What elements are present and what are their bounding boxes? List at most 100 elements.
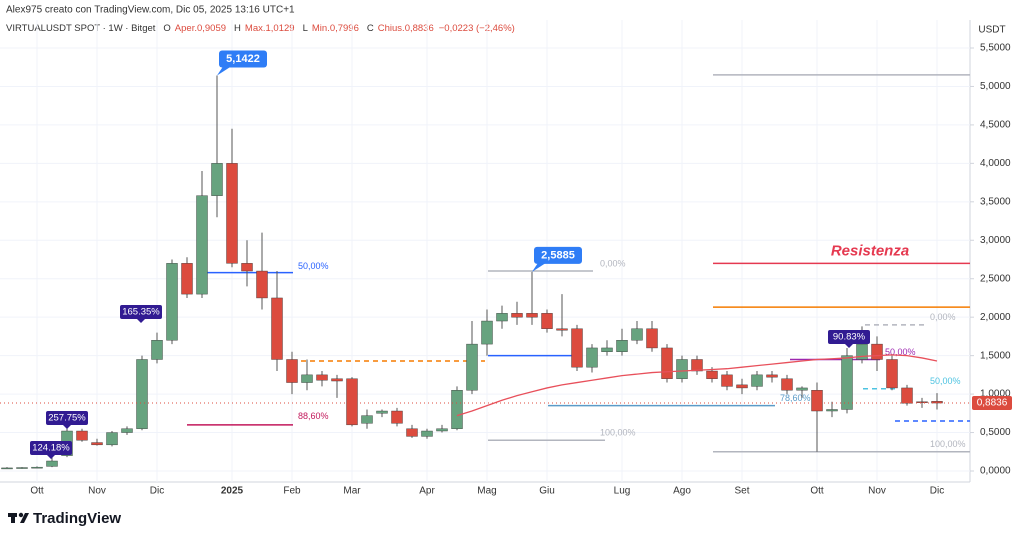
candle-body (721, 374, 733, 387)
last-price-label: 0,8836 (977, 398, 1008, 409)
level-label: 50,00% (885, 347, 916, 357)
ohlc-key: H (234, 23, 241, 34)
candle-body (466, 343, 478, 391)
badge-box (30, 441, 72, 455)
y-tick-label: 3,0000 (980, 235, 1011, 246)
x-tick-label: Dic (150, 486, 164, 497)
candle-body (796, 387, 808, 391)
candle-body (631, 328, 643, 341)
level-label: 50,00% (298, 261, 329, 271)
change: −0,0223 (−2,46%) (439, 23, 515, 34)
ohlc-value: Chius.0,8836 (378, 23, 434, 34)
candle-body (241, 263, 253, 272)
y-tick-label: 5,5000 (980, 43, 1011, 54)
candle-body (616, 340, 628, 352)
x-tick-label: Apr (419, 486, 435, 497)
level-label: 88,60% (298, 411, 329, 421)
x-tick-label: Nov (868, 486, 886, 497)
candle-body (901, 387, 913, 404)
candle-body (676, 359, 688, 379)
callout-pointer (532, 262, 546, 272)
callout-box (534, 246, 582, 264)
candle-body (916, 401, 928, 403)
candle-body (31, 466, 43, 469)
last-price-box (972, 396, 1012, 411)
candle-body (166, 263, 178, 341)
candle-body (181, 263, 193, 295)
x-tick-label: Set (734, 486, 749, 497)
candle-body (541, 313, 553, 329)
callout-pointer (217, 66, 231, 76)
y-tick-label: 2,5000 (980, 273, 1011, 284)
candle-body (361, 415, 373, 424)
candle-body (331, 378, 343, 382)
badge-pointer (47, 455, 55, 459)
candle-body (256, 270, 268, 299)
x-tick-label: Nov (88, 486, 106, 497)
y-tick-label: 1,0000 (980, 389, 1011, 400)
candle-body (781, 378, 793, 391)
candle-body (856, 343, 868, 360)
candle-body (226, 163, 238, 264)
credit: Alex975 creato con TradingView.com, Dic … (6, 5, 295, 16)
candle-body (271, 297, 283, 360)
y-tick-label: 5,0000 (980, 81, 1011, 92)
y-tick-label: 3,5000 (980, 196, 1011, 207)
x-tick-label: 2025 (221, 486, 244, 497)
callout-box (219, 50, 267, 68)
candle-body (871, 343, 883, 360)
x-tick-label: Ott (30, 486, 44, 497)
candle-body (151, 340, 163, 360)
candle-body (556, 328, 568, 331)
y-tick-label: 0,5000 (980, 427, 1011, 438)
x-tick-label: Giu (539, 486, 555, 497)
badge-pointer (63, 425, 71, 429)
candle-body (211, 163, 223, 196)
y-tick-label: 2,0000 (980, 312, 1011, 323)
candle-body (76, 430, 88, 441)
candle-body (91, 442, 103, 446)
candle-body (346, 378, 358, 426)
candle-body (16, 467, 28, 469)
x-tick-label: Dic (930, 486, 944, 497)
badge-label: 257.75% (48, 413, 86, 424)
ohlc-key: C (367, 23, 374, 34)
candle-body (706, 370, 718, 379)
level-label: 0,00% (600, 258, 626, 268)
level-label: 100,00% (600, 428, 636, 438)
x-tick-label: Ago (673, 486, 691, 497)
candle-body (316, 374, 328, 381)
candle-body (451, 390, 463, 429)
candle-body (571, 328, 583, 368)
x-tick-label: Lug (614, 486, 631, 497)
y-unit: USDT (978, 25, 1005, 36)
badge-pointer (137, 319, 145, 323)
candle-body (511, 313, 523, 318)
ohlc-value: Max.1,0129 (245, 23, 295, 34)
candle-body (46, 460, 58, 467)
candle-body (496, 313, 508, 322)
candle-body (736, 384, 748, 389)
candle-body (841, 355, 853, 410)
ohlc-value: Aper.0,9059 (175, 23, 226, 34)
candle-body (811, 390, 823, 412)
ohlc-value: Min.0,7996 (312, 23, 359, 34)
candle-body (436, 428, 448, 432)
y-tick-label: 1,5000 (980, 350, 1011, 361)
candle-body (526, 313, 538, 318)
candle-body (376, 410, 388, 414)
legend-line: VIRTUALUSDT SPOT · 1W · Bitget O Aper.0,90… (6, 23, 515, 34)
candle-body (751, 374, 763, 387)
x-tick-label: Feb (283, 486, 301, 497)
candle-body (121, 428, 133, 433)
candle-body (826, 409, 838, 412)
candle-body (196, 195, 208, 295)
callout-label: 5,1422 (226, 53, 260, 65)
candle-body (391, 410, 403, 424)
candle-body (421, 430, 433, 437)
badge-label: 124.18% (32, 443, 70, 454)
level-label: 78,60% (780, 393, 811, 403)
badge-box (46, 411, 88, 425)
level-label: Resistenza (831, 242, 909, 259)
